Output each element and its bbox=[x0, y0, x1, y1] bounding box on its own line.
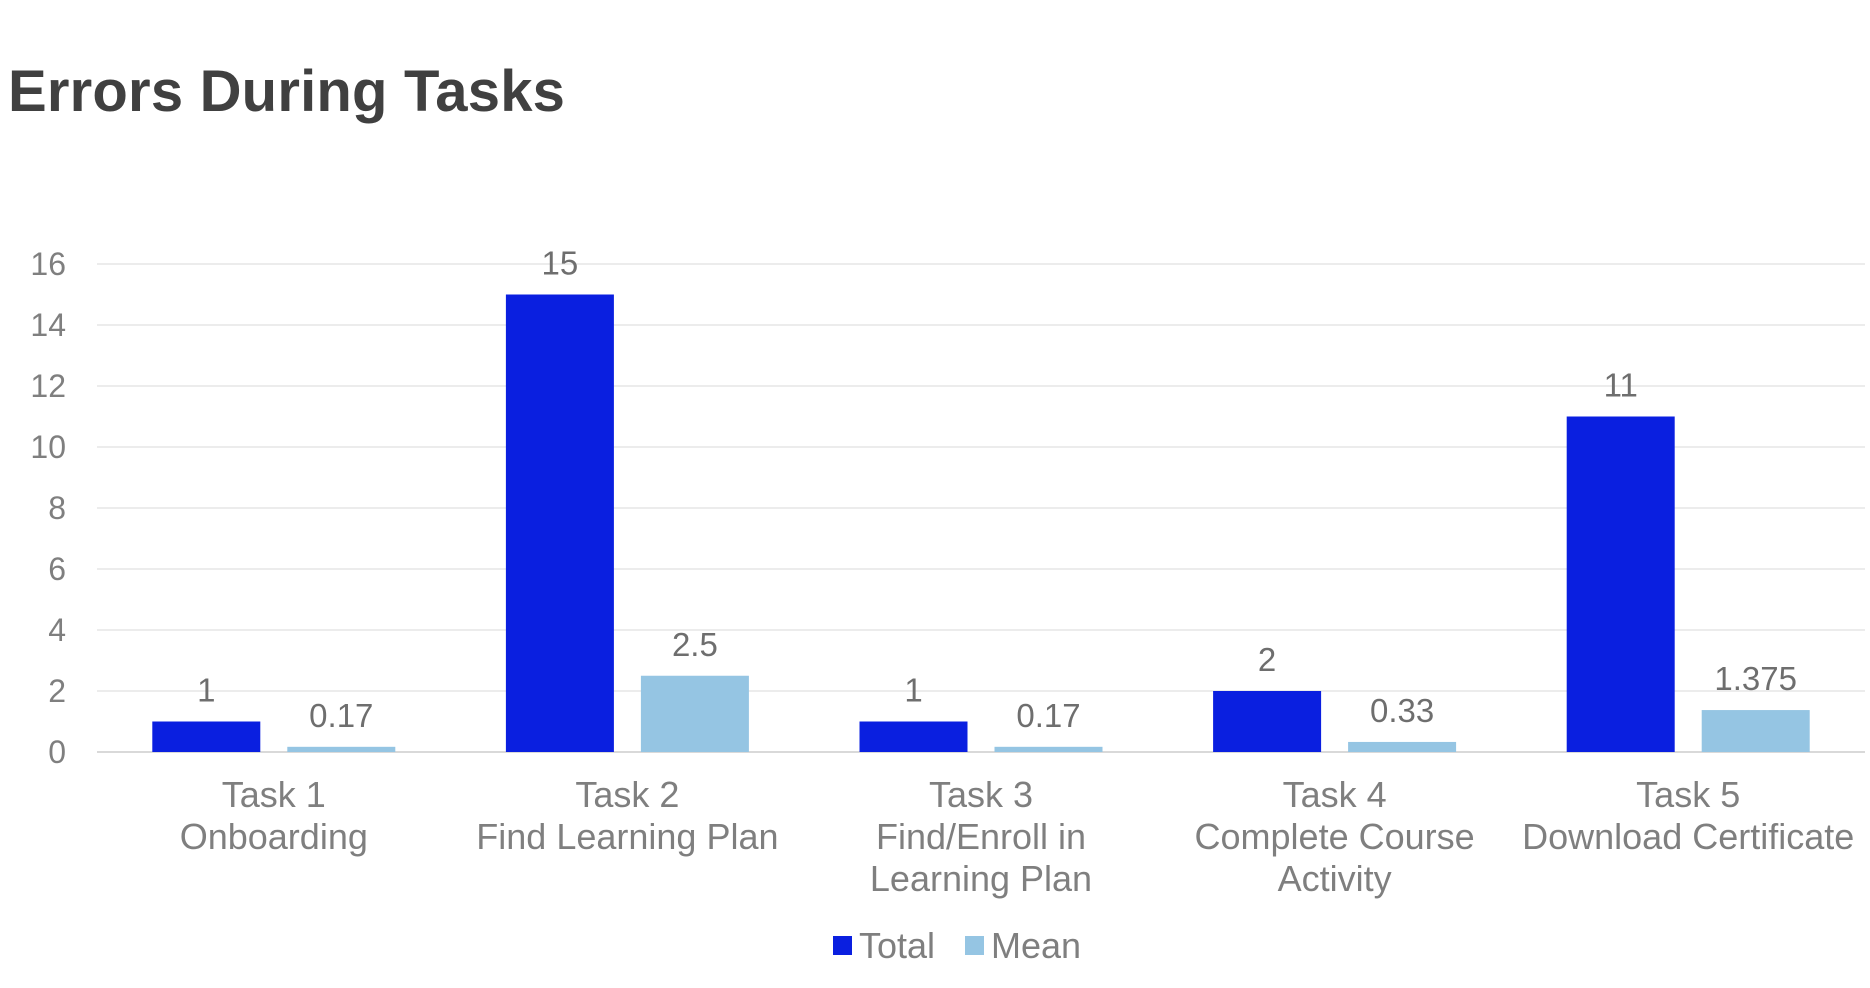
legend: Total Mean bbox=[833, 925, 1081, 966]
y-tick-label: 12 bbox=[30, 368, 66, 404]
y-tick-label: 16 bbox=[30, 246, 66, 282]
x-tick-label: Task 4 bbox=[1283, 774, 1387, 815]
data-label-mean-5: 1.375 bbox=[1714, 660, 1797, 697]
data-label-total-1: 1 bbox=[197, 672, 215, 709]
x-tick-label: Learning Plan bbox=[870, 858, 1092, 899]
legend-label-total: Total bbox=[859, 925, 935, 966]
x-tick-label: Onboarding bbox=[180, 816, 368, 857]
x-tick-label: Task 2 bbox=[575, 774, 679, 815]
x-tick-label: Task 3 bbox=[929, 774, 1033, 815]
x-tick-label: Find/Enroll in bbox=[876, 816, 1086, 857]
chart-title: Errors During Tasks bbox=[8, 59, 566, 124]
bar-mean-5 bbox=[1701, 710, 1810, 752]
legend-label-mean: Mean bbox=[991, 925, 1081, 966]
data-label-total-4: 2 bbox=[1258, 641, 1276, 678]
y-tick-label: 6 bbox=[48, 551, 66, 587]
bars bbox=[152, 294, 1810, 752]
data-label-mean-1: 0.17 bbox=[309, 697, 373, 734]
y-tick-label: 4 bbox=[48, 612, 66, 648]
y-tick-label: 0 bbox=[48, 734, 66, 770]
data-label-mean-4: 0.33 bbox=[1370, 692, 1434, 729]
y-axis: 0 2 4 6 8 10 12 14 16 bbox=[30, 246, 66, 770]
data-label-total-5: 11 bbox=[1604, 367, 1638, 404]
bar-mean-2 bbox=[640, 675, 749, 752]
data-label-total-3: 1 bbox=[904, 672, 922, 709]
x-tick-label: Complete Course bbox=[1195, 816, 1475, 857]
x-tick-label: Activity bbox=[1278, 858, 1392, 899]
bar-total-4 bbox=[1213, 691, 1322, 752]
y-tick-label: 14 bbox=[30, 307, 66, 343]
data-label-total-2: 15 bbox=[542, 245, 579, 282]
bar-mean-1 bbox=[287, 746, 396, 752]
x-tick-label: Task 5 bbox=[1636, 774, 1740, 815]
bar-total-2 bbox=[505, 294, 614, 752]
data-labels: 1 0.17 15 2.5 1 0.17 2 0.33 11 1.375 bbox=[197, 245, 1797, 734]
x-tick-label: Download Certificate bbox=[1522, 816, 1854, 857]
data-label-mean-2: 2.5 bbox=[672, 626, 718, 663]
x-tick-label: Task 1 bbox=[222, 774, 326, 815]
legend-swatch-mean bbox=[965, 936, 984, 955]
bar-mean-3 bbox=[994, 746, 1103, 752]
bar-mean-4 bbox=[1348, 741, 1457, 752]
y-tick-label: 10 bbox=[30, 429, 66, 465]
y-tick-label: 8 bbox=[48, 490, 66, 526]
bar-total-3 bbox=[859, 721, 968, 752]
bar-total-1 bbox=[152, 721, 261, 752]
y-tick-label: 2 bbox=[48, 673, 66, 709]
bar-total-5 bbox=[1566, 416, 1675, 752]
legend-swatch-total bbox=[833, 936, 852, 955]
data-label-mean-3: 0.17 bbox=[1016, 697, 1080, 734]
x-tick-label: Find Learning Plan bbox=[476, 816, 778, 857]
